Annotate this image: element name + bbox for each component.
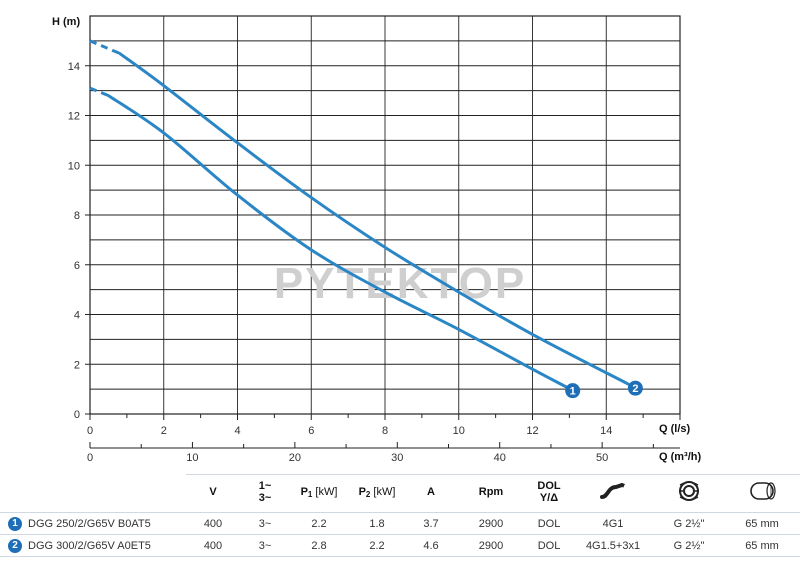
y-tick-label: 0 [74, 409, 80, 421]
header-p2: P2 [kW] [358, 485, 396, 499]
voltage-cell: 400 [186, 512, 240, 535]
p1-cell: 2.2 [290, 512, 348, 535]
y-axis-title: H (m) [52, 16, 80, 28]
x-tick-label: 10 [453, 425, 465, 437]
rpm-cell: 2900 [456, 534, 526, 557]
x2-tick-label: 0 [87, 452, 93, 464]
header-phase: 1~ 3~ [258, 480, 272, 504]
curve-2-marker [627, 380, 643, 396]
curve-1 [106, 94, 568, 389]
curve-1-dashed [89, 86, 110, 97]
header-voltage: V [209, 486, 217, 498]
outlet-diameter-icon [724, 472, 800, 513]
rpm-cell: 2900 [456, 512, 526, 535]
model-cell: 2 DGG 300/2/G65V A0ET5 [0, 534, 186, 557]
threaded-outlet-icon [654, 472, 724, 513]
current-cell: 3.7 [406, 512, 456, 535]
current-cell: 4.6 [406, 534, 456, 557]
x-tick-label: 6 [308, 425, 314, 437]
y-tick-label: 6 [74, 260, 80, 272]
y-tick-label: 4 [74, 310, 80, 322]
x2-tick-label: 40 [494, 452, 506, 464]
table-top-rule [186, 474, 800, 475]
curve-badge: 1 [8, 516, 22, 531]
x-tick-label: 4 [234, 425, 240, 437]
curve-2 [118, 51, 630, 386]
header-p1: P1 [kW] [300, 485, 338, 499]
phase-cell: 3~ [240, 534, 290, 557]
p1-cell: 2.8 [290, 534, 348, 557]
x-tick-label: 14 [600, 425, 612, 437]
x2-tick-label: 20 [289, 452, 301, 464]
table-row: 2 DGG 300/2/G65V A0ET5 400 3~ 2.8 2.2 4.6… [0, 534, 800, 557]
header-current: A [427, 486, 435, 498]
model-cell: 1 DGG 250/2/G65V B0AT5 [0, 512, 186, 535]
cable-icon [572, 472, 654, 513]
voltage-cell: 400 [186, 534, 240, 557]
header-rpm: Rpm [478, 486, 504, 498]
spec-table: V 1~ 3~ P1 [kW] P2 [kW] A Rpm DOL Y/Δ 1 DGG… [0, 472, 800, 557]
table-header-row: V 1~ 3~ P1 [kW] P2 [kW] A Rpm DOL Y/Δ [0, 472, 800, 513]
y-tick-label: 10 [68, 160, 80, 172]
x-tick-label: 8 [382, 425, 388, 437]
curve-2-label: 2 [632, 383, 638, 395]
starting-cell: DOL [526, 512, 572, 535]
x-tick-label: 0 [87, 425, 93, 437]
phase-cell: 3~ [240, 512, 290, 535]
starting-cell: DOL [526, 534, 572, 557]
y-tick-label: 12 [68, 111, 80, 123]
curve-1-marker [565, 383, 581, 399]
p2-cell: 2.2 [348, 534, 406, 557]
thread-cell: G 2½" [654, 512, 724, 535]
y-tick-label: 14 [68, 61, 80, 73]
outlet-cell: 65 mm [724, 512, 800, 535]
outlet-cell: 65 mm [724, 534, 800, 557]
curve-badge: 2 [8, 538, 22, 553]
curve-1-label: 1 [570, 386, 576, 398]
chart-grid [89, 15, 681, 415]
curve-2-dashed [89, 39, 121, 55]
y-tick-label: 8 [74, 210, 80, 222]
y-tick-label: 2 [74, 359, 80, 371]
x2-tick-label: 30 [391, 452, 403, 464]
x2-tick-label: 50 [596, 452, 608, 464]
x-axis-title: Q (l/s) [659, 423, 691, 435]
thread-cell: G 2½" [654, 534, 724, 557]
x2-axis-title: Q (m³/h) [659, 451, 701, 463]
cable-cell: 4G1 [572, 512, 654, 535]
x-tick-label: 2 [161, 425, 167, 437]
p2-cell: 1.8 [348, 512, 406, 535]
header-model [0, 472, 186, 513]
header-starting: DOL Y/Δ [537, 480, 561, 504]
x2-tick-label: 10 [186, 452, 198, 464]
x-tick-label: 12 [526, 425, 538, 437]
table-row: 1 DGG 250/2/G65V B0AT5 400 3~ 2.2 1.8 3.7… [0, 512, 800, 535]
cable-cell: 4G1.5+3x1 [572, 534, 654, 557]
